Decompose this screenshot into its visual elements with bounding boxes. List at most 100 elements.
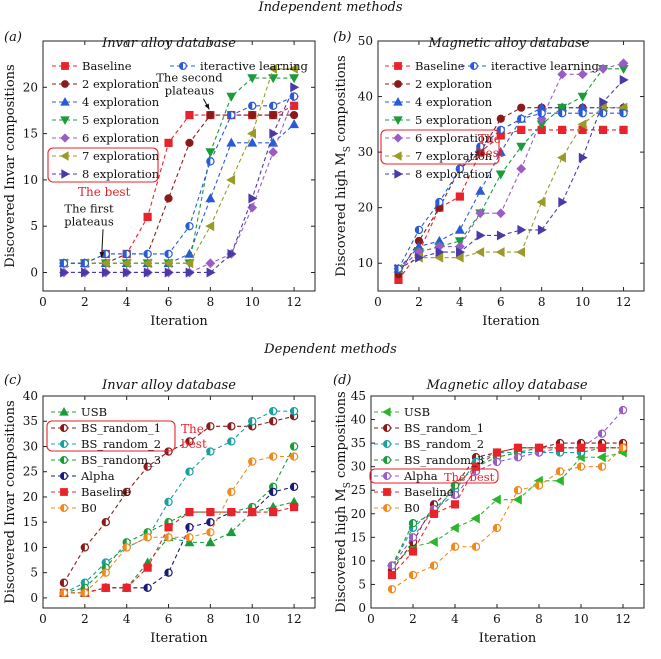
data-point	[184, 537, 195, 547]
data-point	[577, 92, 588, 102]
data-point	[142, 258, 152, 269]
series-6-exploration	[393, 58, 629, 274]
data-point	[578, 152, 588, 163]
y-tick-label: 10	[351, 554, 366, 568]
legend-item: BS_random_2	[51, 437, 161, 451]
x-tick-label: 8	[538, 295, 546, 309]
series-8-exploration	[394, 74, 629, 274]
panel-label: (c)	[4, 373, 21, 388]
data-point	[267, 63, 277, 74]
data-point	[492, 448, 502, 457]
data-point	[536, 197, 546, 208]
best-label: best	[181, 437, 207, 451]
legend-label: 7 exploration	[415, 149, 493, 163]
data-point	[619, 74, 629, 85]
legend-item: 5 exploration	[52, 113, 160, 127]
legend-label: USB	[81, 405, 107, 419]
data-point	[227, 507, 236, 517]
y-tick-label: 45	[351, 389, 366, 403]
legend-item: Baseline	[385, 59, 465, 73]
series-7-exploration	[58, 63, 298, 269]
data-point	[597, 443, 607, 452]
data-point	[226, 174, 236, 185]
data-point	[100, 258, 110, 269]
data-point	[80, 543, 90, 552]
x-tick-label: 4	[456, 295, 464, 309]
data-point	[247, 74, 258, 84]
data-point	[164, 568, 173, 577]
panel-label: (a)	[4, 30, 22, 45]
chart-panel-b: (b) Magnetic alloy database 0 2 4 6 8 10 12 10 20 3…	[333, 30, 645, 329]
data-point	[122, 543, 131, 552]
legend-label: 5 exploration	[82, 113, 160, 127]
x-tick-label: 2	[415, 295, 423, 309]
y-axis-label: Discovered Invar compositions	[3, 400, 18, 603]
data-point	[227, 110, 236, 120]
x-tick-label: 2	[81, 295, 89, 309]
data-point	[81, 267, 91, 278]
data-point	[576, 443, 586, 452]
legend-item: 4 exploration	[385, 95, 493, 109]
legend-marker	[383, 488, 391, 496]
data-point	[122, 267, 132, 278]
x-tick-label: 10	[573, 612, 588, 626]
data-point	[143, 563, 152, 572]
legend-item: 8 exploration	[52, 167, 160, 181]
chart-panel-c: (c) Invar alloy database 0 2 4 6 8 10 12 0 5 10 15 20…	[3, 373, 316, 646]
legend-label: BS_random_3	[81, 453, 161, 467]
legend-marker	[60, 116, 70, 125]
legend-marker	[61, 62, 69, 70]
data-point	[618, 58, 629, 69]
plot-frame	[370, 395, 645, 609]
x-tick-label: 0	[39, 612, 47, 626]
legend-marker	[60, 151, 69, 161]
data-point	[184, 248, 195, 258]
data-point	[598, 125, 608, 134]
data-point	[227, 248, 237, 259]
data-point	[80, 588, 90, 598]
data-point	[227, 487, 236, 497]
data-point	[185, 110, 194, 120]
data-point	[143, 533, 152, 542]
y-tick-label: 10	[23, 540, 38, 554]
data-point	[537, 109, 546, 118]
chart-panel-d: (d) Magnetic alloy database 0 2 4 6 8 10 12 0 5 10 1…	[333, 373, 645, 646]
data-point	[60, 267, 70, 278]
legend-marker	[179, 61, 188, 70]
y-tick-label: 35	[23, 414, 38, 428]
legend-item: 6 exploration	[385, 131, 493, 145]
y-tick-label: 30	[23, 439, 38, 453]
data-point	[435, 197, 444, 207]
data-point	[435, 247, 445, 258]
data-point	[164, 533, 173, 542]
data-point	[555, 443, 565, 452]
data-point	[248, 101, 257, 111]
data-point	[248, 193, 258, 204]
data-point	[454, 237, 465, 247]
data-point	[101, 583, 110, 592]
data-point	[226, 137, 237, 147]
data-point	[248, 507, 257, 517]
series-7-exploration	[393, 102, 628, 274]
data-point	[268, 137, 279, 147]
legend-label: 8 exploration	[415, 167, 493, 181]
y-tick-label: 5	[358, 577, 366, 591]
data-point	[185, 507, 194, 517]
best-label: The best	[444, 470, 495, 484]
legend-marker	[394, 169, 403, 179]
legend-item: 2 exploration	[385, 77, 493, 91]
legend-marker	[382, 455, 391, 464]
y-tick-label: 10	[358, 256, 373, 270]
best-highlight-box	[47, 147, 159, 183]
legend-marker	[393, 133, 403, 143]
data-point	[577, 69, 588, 80]
legend-label: Alpha	[80, 469, 115, 483]
data-point	[596, 452, 606, 463]
x-tick-label: 12	[286, 612, 301, 626]
best-label: The	[478, 132, 501, 146]
data-point	[226, 527, 237, 537]
legend-label: 2 exploration	[82, 77, 160, 91]
data-point	[619, 125, 628, 134]
